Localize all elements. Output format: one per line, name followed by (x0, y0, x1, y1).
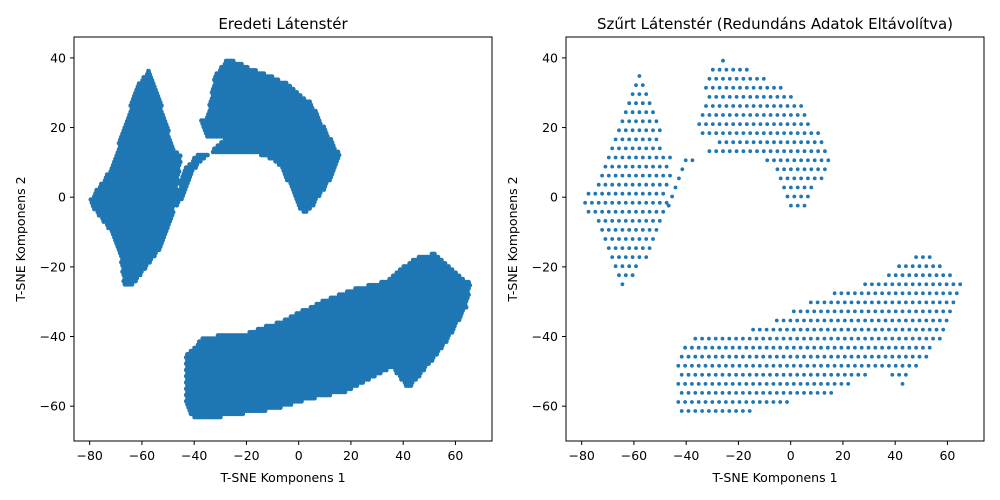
left-chart-title: Eredeti Látenstér (218, 15, 348, 33)
scatter-point (269, 74, 275, 80)
scatter-point (307, 99, 312, 105)
scatter-point (230, 58, 236, 64)
scatter-point (321, 124, 327, 130)
scatter-point (239, 61, 244, 67)
scatter-point (283, 80, 289, 86)
scatter-point (261, 71, 267, 76)
scatter-point (205, 152, 210, 158)
scatter-point (244, 64, 250, 70)
scatter-point (275, 77, 281, 83)
scatter-point (253, 68, 258, 73)
scatter-point (146, 68, 151, 74)
left-scatter-panel: Eredeti Látenstér −80 −60 −40 −20 0 20 40 60 40… (13, 15, 493, 485)
left-scatter-points (88, 58, 473, 420)
